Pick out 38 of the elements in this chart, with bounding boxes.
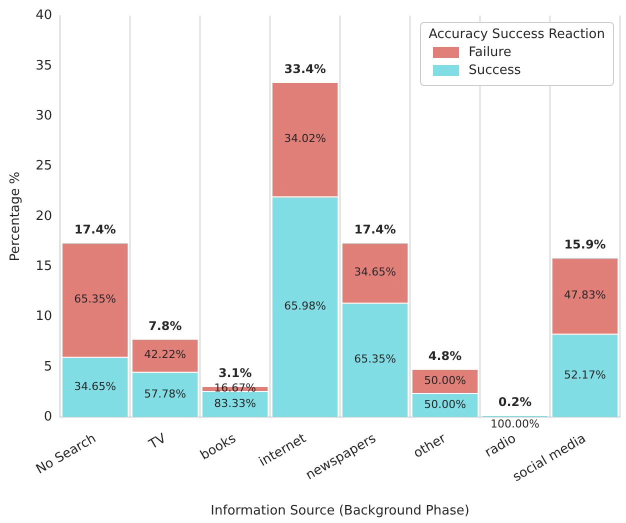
y-tick-label: 20 [36, 208, 52, 224]
annotation: 100.00% [490, 417, 540, 430]
legend-label: Success [468, 62, 521, 78]
annotation: 65.35% [74, 292, 116, 306]
total-label: 17.4% [354, 222, 396, 237]
annotation: 65.35% [354, 352, 396, 366]
total-label: 0.2% [498, 395, 532, 410]
annotation: 65.98% [284, 300, 326, 313]
x-tick-label: radio [482, 431, 519, 461]
annotation: 34.02% [284, 132, 326, 146]
y-tick-label: 0 [44, 409, 52, 424]
annotation: 57.78% [144, 387, 186, 400]
annotation: 50.00% [424, 374, 466, 387]
legend-label: Failure [468, 44, 512, 60]
annotation: 34.65% [354, 265, 396, 278]
y-tick-label: 30 [36, 108, 52, 124]
y-tick-label: 35 [36, 58, 52, 74]
x-tick-label: TV [146, 431, 169, 454]
annotation: 42.22% [144, 348, 186, 362]
y-tick-label: 5 [44, 359, 52, 374]
total-label: 17.4% [74, 222, 116, 237]
total-label: 15.9% [564, 238, 606, 252]
annotation: 83.33% [214, 396, 256, 410]
total-label: 4.8% [428, 349, 462, 364]
annotation: 50.00% [424, 398, 466, 411]
y-tick-label: 15 [36, 258, 52, 274]
total-label: 7.8% [148, 318, 182, 333]
annotation: 52.17% [564, 368, 606, 382]
legend-title: Accuracy Success Reaction [428, 26, 605, 42]
total-label: 3.1% [218, 366, 252, 380]
y-tick-label: 40 [36, 8, 52, 24]
total-label: 33.4% [284, 62, 326, 76]
x-axis-title: Information Source (Background Phase) [210, 504, 470, 519]
annotation: 47.83% [564, 288, 606, 302]
y-tick-label: 10 [36, 309, 52, 324]
y-tick-label: 25 [36, 158, 52, 174]
y-axis-title: Percentage % [8, 172, 24, 262]
annotation: 34.65% [74, 380, 116, 393]
